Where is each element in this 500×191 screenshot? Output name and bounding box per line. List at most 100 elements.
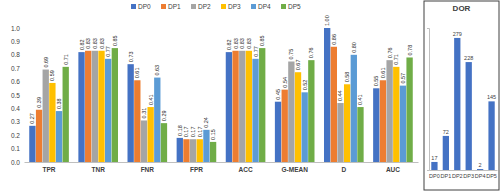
data-label: 0.83 <box>99 38 105 49</box>
figure: 0.00.10.20.30.40.50.60.70.80.91.0TPRTNRF… <box>0 0 500 191</box>
data-label: 0.45 <box>275 89 281 100</box>
bar <box>466 62 472 170</box>
bar <box>98 51 104 162</box>
bar <box>337 103 343 162</box>
y-tick: 0.1 <box>11 145 24 152</box>
y-tick-label: 0.6 <box>11 78 20 85</box>
data-label: 0.41 <box>357 94 363 105</box>
data-label: 0.83 <box>233 38 239 49</box>
x-tick: DP1 <box>441 170 452 179</box>
legend-item: DP5 <box>281 3 301 10</box>
y-tick-label: 0.3 <box>11 118 20 125</box>
bar <box>197 139 203 162</box>
bar <box>324 28 330 162</box>
axis-line <box>24 29 25 163</box>
x-tick-label: DP5 <box>486 173 497 179</box>
y-tick-label: 0.0 <box>11 159 20 166</box>
bar <box>29 126 35 162</box>
data-label: 0.59 <box>49 70 55 81</box>
data-label: 0.83 <box>246 38 252 49</box>
data-label: 0.15 <box>210 129 216 140</box>
bar <box>259 48 265 162</box>
y-tick-label: 1.0 <box>11 25 20 32</box>
x-tick-label: D <box>341 166 346 173</box>
bars <box>431 38 494 170</box>
data-label: 0.31 <box>141 108 147 119</box>
x-tick: FNR <box>141 162 155 173</box>
data-label: 0.24 <box>203 117 209 128</box>
data-label: 1.00 <box>324 15 330 26</box>
data-label: 0.44 <box>337 90 343 101</box>
data-label: 0.41 <box>148 94 154 105</box>
data-label: 0.83 <box>92 38 98 49</box>
bar <box>226 52 232 162</box>
bar <box>105 59 111 162</box>
bar <box>380 80 386 162</box>
x-tick: TPR <box>43 162 56 173</box>
bar <box>302 92 308 162</box>
y-tick: 0.8 <box>11 51 24 58</box>
data-label: 228 <box>464 55 473 61</box>
data-label: 17 <box>431 155 437 161</box>
bar <box>431 162 437 170</box>
bar <box>400 86 406 162</box>
bar <box>210 142 216 162</box>
data-label: 0.17 <box>197 127 203 138</box>
x-tick-label: DP4 <box>475 173 486 179</box>
legend-swatch <box>191 4 196 9</box>
data-label: 72 <box>443 129 449 135</box>
y-tick-label: 0.4 <box>11 105 20 112</box>
y-tick: 1.0 <box>11 25 24 32</box>
x-tick-label: TNR <box>92 166 106 173</box>
bar <box>203 130 209 162</box>
legend-label: DP2 <box>198 3 211 10</box>
x-tick: AUC <box>386 162 400 173</box>
bar <box>154 78 160 162</box>
y-axis <box>427 29 430 171</box>
legend: DP0 DP1 DP2 DP3 DP4 DP5 <box>131 3 301 10</box>
bar <box>454 38 460 170</box>
panel-frame <box>424 1 499 190</box>
x-tick-label: ACC <box>239 166 253 173</box>
y-tick: 0.3 <box>11 118 24 125</box>
y-tick: 0.0 <box>11 159 24 166</box>
bar <box>406 57 412 162</box>
data-label: 0.17 <box>183 127 189 138</box>
x-tick-label: G-MEAN <box>282 166 309 173</box>
legend-item: DP4 <box>251 3 271 10</box>
bar <box>351 55 357 162</box>
data-label: 0.57 <box>400 73 406 84</box>
bar <box>252 59 258 162</box>
y-tick-label: 0.2 <box>11 132 20 139</box>
legend-item: DP1 <box>161 3 181 10</box>
legend-item: DP3 <box>221 3 241 10</box>
bar <box>443 136 449 170</box>
y-tick: 0.6 <box>11 78 24 85</box>
bar <box>161 123 167 162</box>
x-axis: DP0DP1DP2DP3DP4DP5 <box>429 170 497 179</box>
bar-chart: DORDP0DP1DP2DP3DP4DP517722792282145 <box>427 4 498 179</box>
bar <box>232 51 238 162</box>
x-tick: DP3 <box>463 170 474 179</box>
x-tick-label: DP0 <box>429 173 440 179</box>
y-tick-label: 0.9 <box>11 38 20 45</box>
bar <box>190 139 196 162</box>
bar <box>183 139 189 162</box>
data-label: 0.63 <box>154 65 160 76</box>
grouped-bar-chart: 0.00.10.20.30.40.50.60.70.80.91.0TPRTNRF… <box>11 15 419 172</box>
data-label: 145 <box>487 94 496 100</box>
data-label: 0.78 <box>407 45 413 56</box>
legend-swatch <box>251 4 256 9</box>
data-label: 0.80 <box>351 42 357 53</box>
data-label: 0.83 <box>85 38 91 49</box>
legend-label: DP0 <box>138 3 151 10</box>
y-tick-label: 0.5 <box>11 92 20 99</box>
bar <box>288 62 294 163</box>
data-label: 0.71 <box>393 54 399 65</box>
data-label: 0.77 <box>253 46 259 57</box>
bar <box>85 51 91 162</box>
x-tick: DP5 <box>486 170 497 179</box>
data-label: 0.61 <box>380 68 386 79</box>
x-tick: TNR <box>92 162 106 173</box>
bar <box>49 83 55 162</box>
